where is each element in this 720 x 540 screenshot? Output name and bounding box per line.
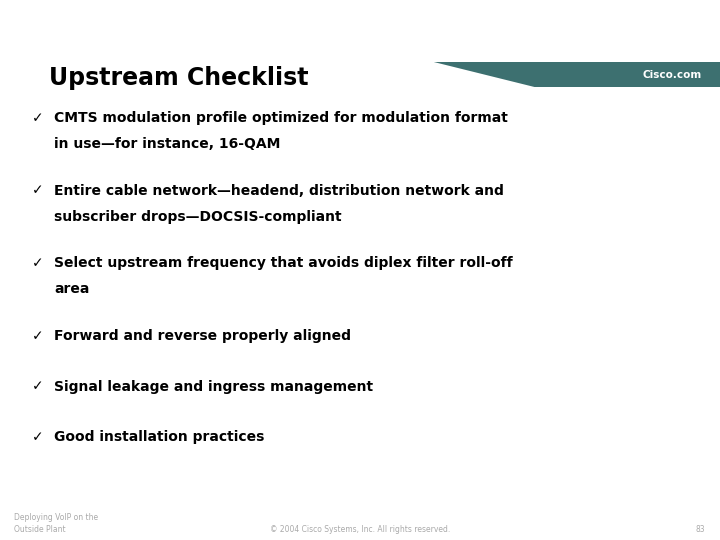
Text: Upstream Checklist: Upstream Checklist	[49, 66, 308, 90]
Text: area: area	[54, 282, 89, 296]
Text: CMTS modulation profile optimized for modulation format: CMTS modulation profile optimized for mo…	[54, 111, 508, 125]
Text: © 2004 Cisco Systems, Inc. All rights reserved.: © 2004 Cisco Systems, Inc. All rights re…	[270, 524, 450, 534]
Polygon shape	[0, 62, 536, 87]
Text: in use—for instance, 16-QAM: in use—for instance, 16-QAM	[54, 137, 280, 151]
Text: 83: 83	[696, 524, 706, 534]
Text: ✓: ✓	[32, 111, 44, 125]
Text: subscriber drops—DOCSIS-compliant: subscriber drops—DOCSIS-compliant	[54, 210, 341, 224]
Text: ✓: ✓	[32, 256, 44, 271]
Text: ✓: ✓	[32, 329, 44, 343]
Text: Deploying VoIP on the
Outside Plant: Deploying VoIP on the Outside Plant	[14, 514, 99, 534]
Text: ✓: ✓	[32, 380, 44, 394]
Text: Select upstream frequency that avoids diplex filter roll-off: Select upstream frequency that avoids di…	[54, 256, 513, 271]
Text: Forward and reverse properly aligned: Forward and reverse properly aligned	[54, 329, 351, 343]
Text: Entire cable network—headend, distribution network and: Entire cable network—headend, distributi…	[54, 184, 504, 198]
Bar	[0, 62, 720, 87]
Text: ✓: ✓	[32, 430, 44, 444]
Text: Good installation practices: Good installation practices	[54, 430, 264, 444]
Text: ✓: ✓	[32, 184, 44, 198]
Text: Cisco.com: Cisco.com	[643, 70, 702, 79]
Text: Signal leakage and ingress management: Signal leakage and ingress management	[54, 380, 373, 394]
